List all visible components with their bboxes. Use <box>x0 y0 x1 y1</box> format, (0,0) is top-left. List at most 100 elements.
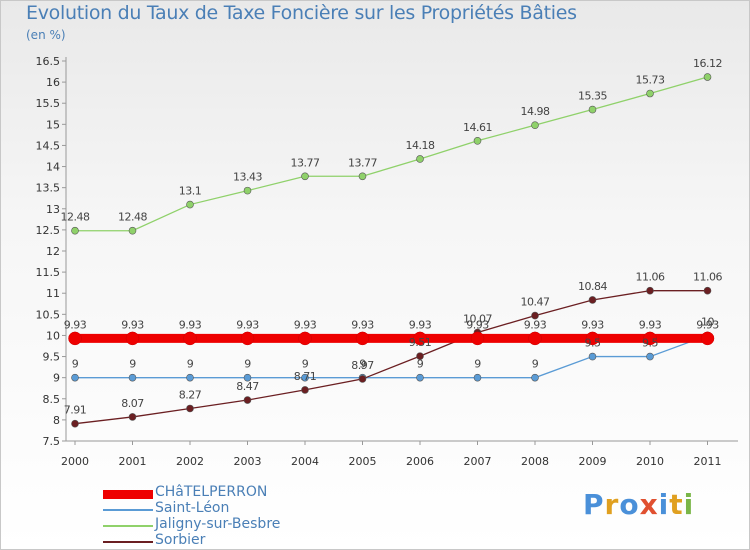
data-point-0 <box>68 331 82 346</box>
legend-label: CHâTELPERRON <box>155 484 268 500</box>
data-point-2 <box>301 172 309 181</box>
data-label: 9 <box>129 358 136 371</box>
data-label: 10 <box>701 315 714 328</box>
data-label: 9.5 <box>585 337 601 350</box>
data-point-0 <box>298 331 312 346</box>
data-point-1 <box>646 352 654 361</box>
data-point-1 <box>301 373 309 382</box>
y-tick-label: 12.5 <box>36 224 61 237</box>
series-line-3 <box>74 290 708 425</box>
data-label: 13.77 <box>291 156 320 169</box>
data-point-2 <box>358 172 367 181</box>
y-tick-label: 8.5 <box>43 393 61 406</box>
y-tick-label: 10 <box>46 329 60 342</box>
data-label: 9.93 <box>696 318 719 331</box>
data-point-3 <box>646 286 654 295</box>
data-point-2 <box>703 73 712 81</box>
data-point-3 <box>416 352 424 360</box>
y-tick-label: 14 <box>46 161 60 174</box>
series-line-1 <box>75 334 708 379</box>
data-point-2 <box>186 200 194 209</box>
legend-label: Jaligny-sur-Besbre <box>155 516 281 532</box>
data-point-1 <box>588 352 597 361</box>
y-tick-label: 10.5 <box>36 308 61 321</box>
logo-letter: i <box>658 488 670 521</box>
data-point-3 <box>128 413 137 421</box>
data-label: 9.93 <box>351 318 374 331</box>
chart-title: Evolution du Taux de Taxe Foncière sur l… <box>26 2 577 24</box>
data-point-2 <box>646 89 654 98</box>
y-tick-label: 9 <box>53 372 60 385</box>
data-point-1 <box>243 373 252 382</box>
y-tick-label: 15 <box>46 118 60 131</box>
data-point-2 <box>588 105 597 114</box>
legend-swatch <box>103 489 153 499</box>
data-label: 10.84 <box>578 280 607 293</box>
x-tick-label: 2011 <box>694 455 722 468</box>
data-point-0 <box>528 331 542 346</box>
x-tick-label: 2004 <box>291 455 319 468</box>
logo-letter: o <box>619 488 640 521</box>
data-label: 11.06 <box>636 271 665 284</box>
data-point-3 <box>531 311 539 320</box>
data-point-1 <box>473 373 482 382</box>
chart-unit: (en %) <box>26 28 66 42</box>
logo-letter: r <box>604 488 620 521</box>
data-label: 14.18 <box>406 139 435 152</box>
data-label: 9 <box>474 358 481 371</box>
proxiti-logo: Proxiti <box>583 488 694 521</box>
data-label: 9.93 <box>639 318 662 331</box>
data-label: 8.47 <box>236 380 259 393</box>
logo-letter: P <box>583 488 605 521</box>
data-label: 10.07 <box>463 312 492 325</box>
data-point-2 <box>531 121 539 129</box>
y-tick-label: 14.5 <box>36 139 61 152</box>
data-label: 9 <box>532 358 539 371</box>
data-label: 11.06 <box>693 271 722 284</box>
data-label: 9 <box>302 358 309 371</box>
data-label: 9.93 <box>179 318 202 331</box>
data-label: 9 <box>244 358 251 371</box>
logo-letter: i <box>683 488 695 521</box>
data-point-3 <box>588 296 597 304</box>
y-tick-label: 11.5 <box>36 266 61 279</box>
data-label: 14.61 <box>463 121 492 134</box>
data-point-0 <box>240 331 255 346</box>
data-point-2 <box>473 137 482 145</box>
data-label: 8.97 <box>351 359 374 372</box>
x-tick-label: 2007 <box>464 455 492 468</box>
data-point-3 <box>71 419 79 428</box>
data-label: 13.43 <box>233 171 262 184</box>
x-tick-label: 2010 <box>636 455 664 468</box>
data-label: 9.51 <box>409 336 432 349</box>
x-tick-label: 2005 <box>349 455 377 468</box>
data-label: 9 <box>359 358 366 371</box>
data-point-0 <box>125 331 140 346</box>
logo-letter: t <box>669 488 684 521</box>
data-label: 12.48 <box>118 211 147 224</box>
y-tick-label: 8 <box>53 414 60 427</box>
x-tick-label: 2008 <box>521 455 549 468</box>
data-point-1 <box>71 373 79 382</box>
data-label: 9.93 <box>466 318 489 331</box>
data-label: 15.73 <box>636 74 665 87</box>
x-tick-label: 2001 <box>119 455 147 468</box>
data-point-0 <box>643 331 657 346</box>
legend-swatch <box>103 509 153 511</box>
y-tick-label: 11 <box>46 287 60 300</box>
data-label: 9.93 <box>294 318 317 331</box>
data-point-1 <box>531 373 539 382</box>
data-label: 9.5 <box>642 337 658 350</box>
data-label: 9.93 <box>121 318 144 331</box>
y-tick-label: 12 <box>46 245 60 258</box>
data-point-2 <box>243 186 252 195</box>
data-point-3 <box>703 286 712 295</box>
y-tick-label: 15.5 <box>36 97 61 110</box>
legend-swatch <box>103 525 153 527</box>
x-tick-label: 2003 <box>234 455 262 468</box>
data-label: 9 <box>417 358 424 371</box>
x-tick-label: 2000 <box>61 455 89 468</box>
data-label: 7.91 <box>64 404 87 417</box>
